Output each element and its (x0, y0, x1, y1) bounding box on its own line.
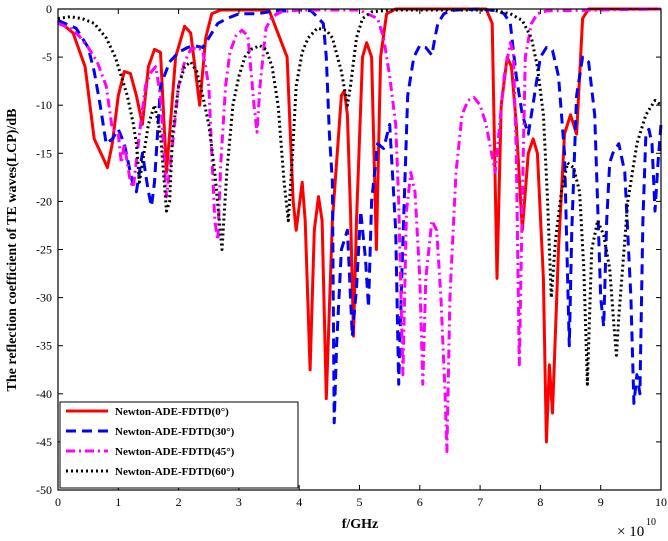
y-tick-label: -25 (36, 243, 52, 257)
legend-box (59, 401, 299, 489)
series-line-2 (57, 7, 662, 453)
y-tick-label: -50 (36, 483, 52, 497)
y-tick-label: -15 (36, 146, 52, 160)
x-tick-label: 3 (236, 495, 242, 509)
y-tick-label: -45 (36, 435, 52, 449)
y-tick-label: -20 (36, 194, 52, 208)
x-tick-label: 2 (176, 495, 182, 509)
x-tick-label: 10 (655, 495, 667, 509)
x-exponent-base: × 10 (617, 524, 644, 540)
legend-label-2: Newton-ADE-FDTD(45°) (115, 446, 235, 458)
y-tick-label: -5 (42, 50, 52, 64)
x-tick-label: 4 (296, 495, 302, 509)
y-tick-label: -30 (36, 291, 52, 305)
y-axis-label: The reflection coefficient of TE waves(L… (5, 109, 20, 392)
x-tick-label: 1 (115, 495, 121, 509)
y-tick-label: 0 (46, 2, 52, 16)
x-tick-label: 8 (537, 495, 543, 509)
series-line-1 (57, 7, 663, 425)
x-tick-label: 9 (598, 495, 604, 509)
legend-label-0: Newton-ADE-FDTD(0°) (115, 406, 229, 418)
series-layer (57, 7, 663, 453)
x-tick-label: 7 (477, 495, 483, 509)
legend-label-1: Newton-ADE-FDTD(30°) (115, 426, 235, 438)
y-tick-label: -40 (36, 387, 52, 401)
series-line-3 (57, 8, 662, 386)
y-tick-label: -35 (36, 339, 52, 353)
x-tick-label: 0 (55, 495, 61, 509)
legend: Newton-ADE-FDTD(0°) Newton-ADE-FDTD(30°) N… (59, 401, 299, 489)
x-axis-label: f/GHz (342, 517, 379, 532)
x-tick-label: 5 (357, 495, 363, 509)
x-tick-label: 6 (417, 495, 423, 509)
x-exponent-power: 10 (646, 517, 656, 528)
y-tick-label: -10 (36, 98, 52, 112)
legend-label-3: Newton-ADE-FDTD(60°) (115, 466, 235, 478)
tick-layer: 0 1 2 3 4 5 6 7 8 9 10 0 -5 -10 -15 -20 -25 -30 -35 -40 -45 -… (36, 2, 667, 509)
